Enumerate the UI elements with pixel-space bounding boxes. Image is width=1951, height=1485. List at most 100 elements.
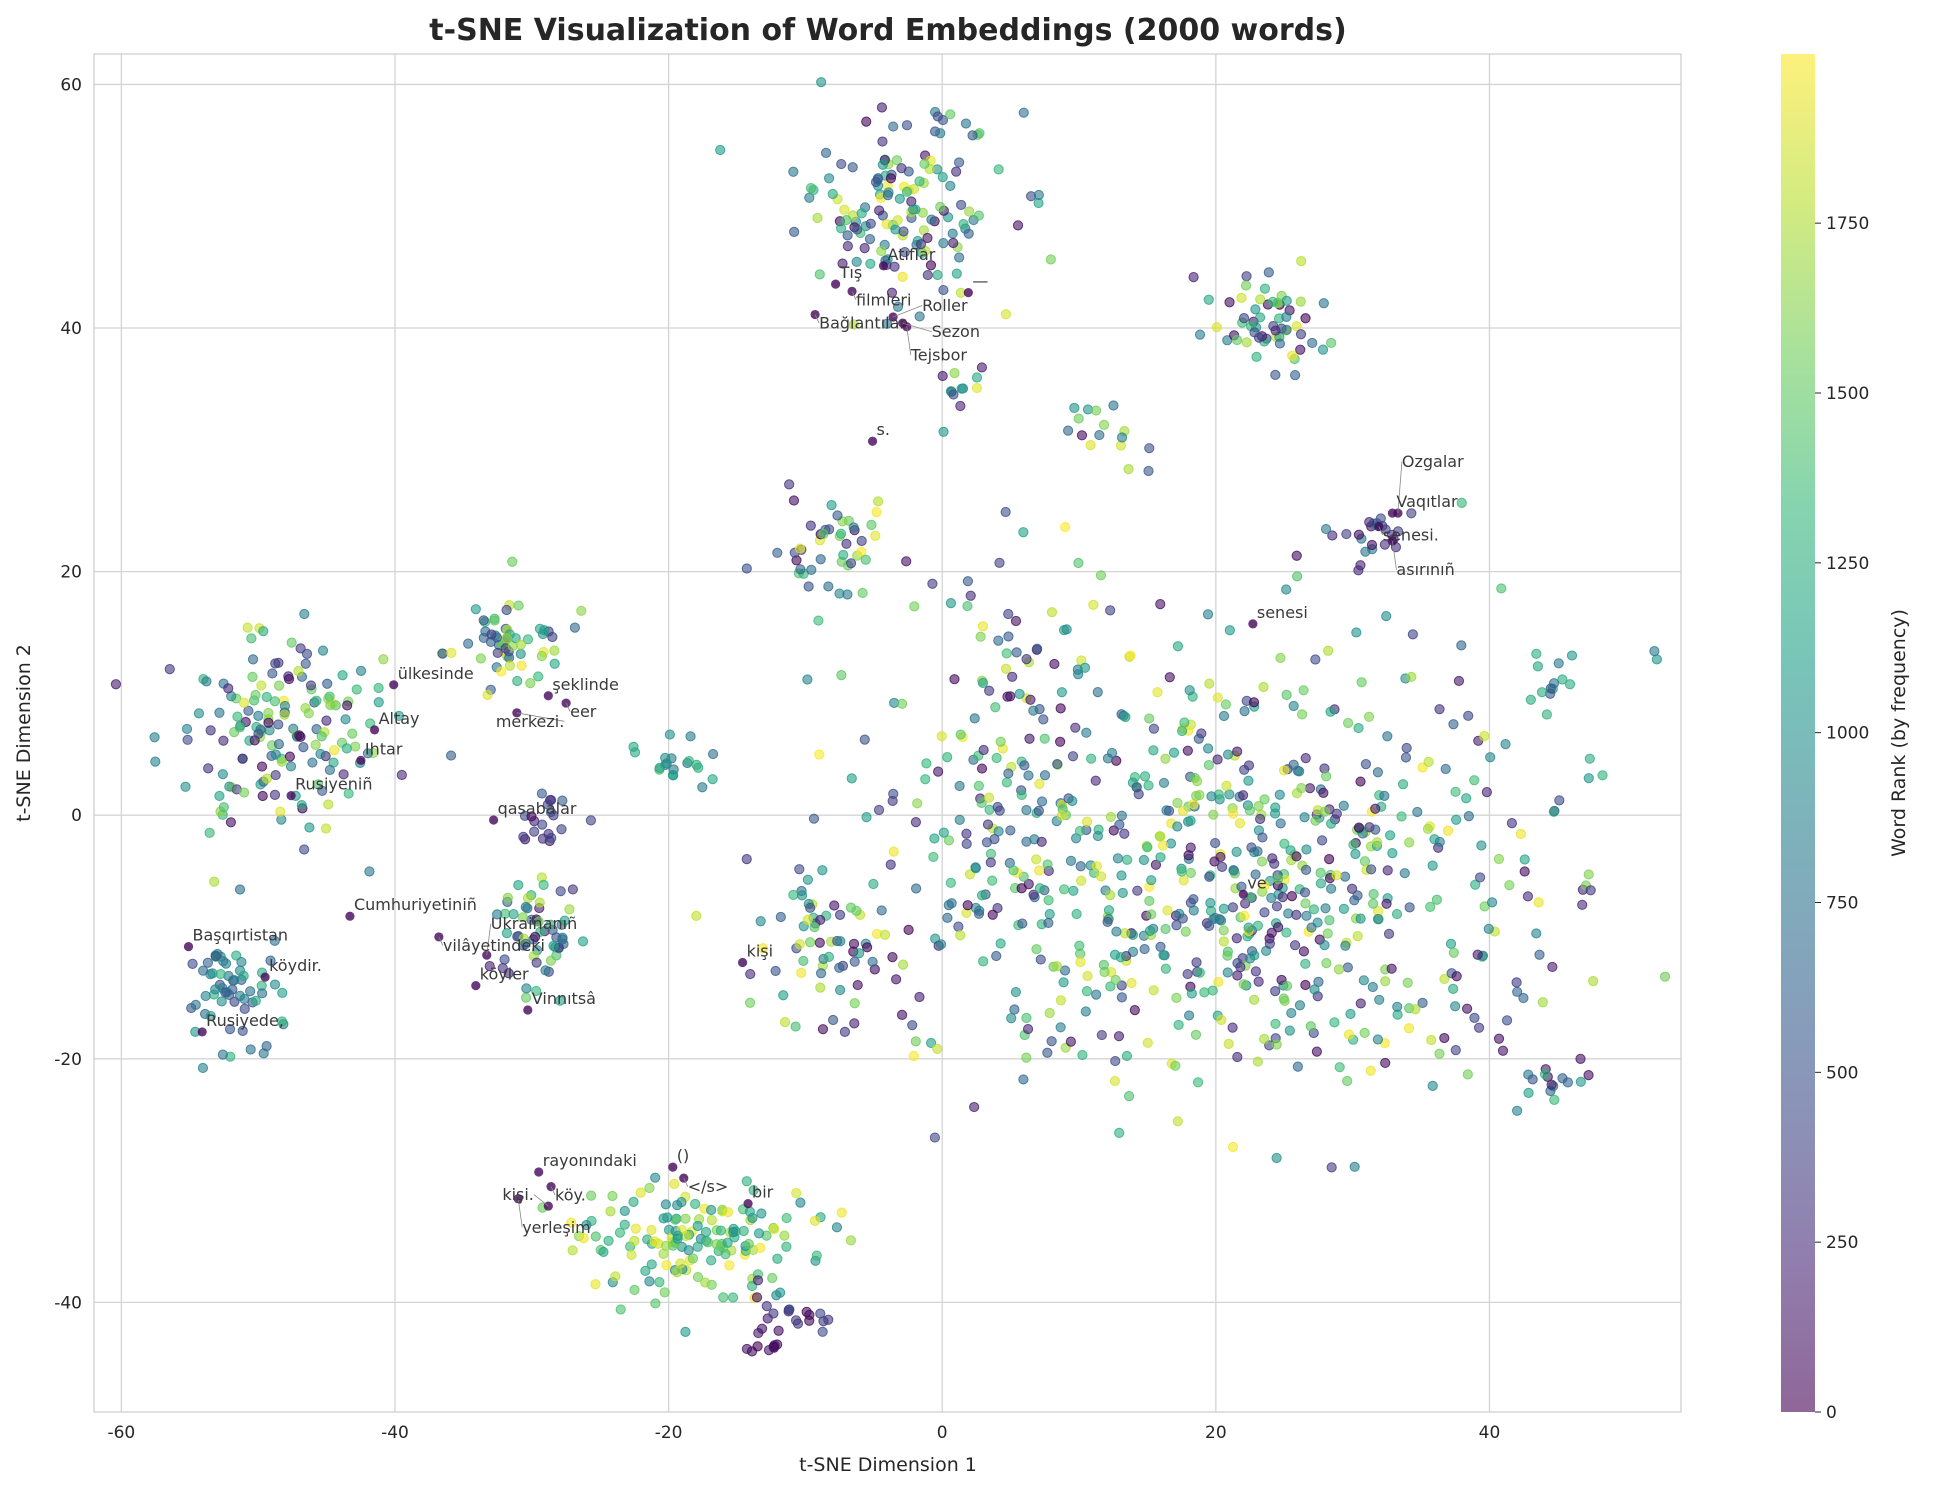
word-annotation: Ozgalar (1402, 452, 1464, 471)
annotation-leader-line (517, 1198, 523, 1228)
word-point (1448, 947, 1459, 958)
word-point (295, 643, 306, 654)
word-point (962, 900, 973, 911)
grid (94, 54, 1681, 1412)
word-point (1301, 910, 1312, 921)
word-point (1316, 835, 1328, 846)
word-point (1448, 719, 1459, 730)
word-point (1119, 928, 1130, 939)
word-point (802, 914, 813, 925)
word-point (1239, 764, 1250, 775)
word-point (1469, 1012, 1480, 1023)
word-point (896, 163, 907, 174)
word-point (265, 955, 276, 966)
word-point (276, 1016, 288, 1027)
annotation-leader-line (1378, 526, 1384, 536)
word-point (722, 1237, 733, 1248)
word-point (1410, 1004, 1421, 1015)
word-point (1232, 1051, 1243, 1063)
word-point (300, 658, 311, 669)
word-point (1353, 529, 1365, 540)
word-point (311, 695, 322, 706)
word-point (1270, 1018, 1281, 1029)
word-point (1583, 869, 1594, 880)
word-point (526, 811, 537, 822)
word-point (263, 717, 274, 728)
word-point (307, 757, 318, 768)
word-point (1067, 795, 1078, 807)
word-point (576, 605, 587, 616)
word-point (296, 799, 307, 811)
word-point (1035, 954, 1046, 965)
x-tick-label: 0 (937, 1423, 948, 1443)
word-point (1549, 1094, 1560, 1105)
word-point (715, 144, 726, 156)
word-point (922, 269, 933, 281)
word-point (866, 519, 877, 530)
word-point (1557, 1073, 1568, 1084)
word-point (247, 671, 258, 682)
word-point (1291, 851, 1302, 862)
annotations: Atıflar Tış filmleri Bağlantılar Roller Sezon… (193, 245, 1465, 1237)
word-point (1300, 958, 1311, 969)
annotated-word-point (260, 972, 270, 982)
word-point (1056, 687, 1068, 698)
word-point (835, 528, 847, 539)
word-annotation: ülkesinde (398, 664, 474, 683)
word-point (1073, 413, 1084, 424)
word-point (293, 666, 304, 677)
word-point (1425, 901, 1436, 912)
word-point (1299, 812, 1310, 823)
word-point (954, 780, 965, 792)
word-point (1155, 599, 1166, 610)
word-point (1511, 977, 1522, 988)
word-point (1182, 968, 1193, 980)
word-point (836, 1207, 847, 1218)
word-point (842, 589, 853, 600)
word-point (1116, 432, 1128, 443)
word-point (1208, 809, 1219, 820)
word-point (899, 247, 910, 258)
word-point (1519, 854, 1530, 865)
word-point (1318, 787, 1329, 798)
word-point (1139, 771, 1151, 782)
word-point (1451, 971, 1462, 982)
word-point (470, 604, 481, 615)
word-point (566, 1217, 577, 1228)
word-point (1243, 922, 1254, 933)
word-point (1199, 987, 1210, 998)
word-point (938, 426, 949, 437)
word-point (1372, 767, 1384, 778)
word-point (827, 188, 838, 200)
word-point (1575, 1076, 1586, 1087)
word-point (680, 1326, 691, 1338)
word-point (743, 1238, 754, 1250)
annotation-leader-lines (438, 291, 1403, 1228)
word-point (935, 939, 947, 950)
word-point (827, 1014, 839, 1026)
word-point (299, 844, 310, 855)
word-point (953, 921, 964, 932)
word-point (775, 911, 786, 923)
word-point (517, 912, 528, 923)
word-point (1326, 1162, 1337, 1173)
word-point (834, 962, 845, 973)
word-point (945, 180, 956, 191)
word-point (1052, 758, 1063, 770)
word-point (1193, 733, 1204, 744)
word-annotation: Başqırtistan (193, 926, 289, 945)
word-point (1042, 1047, 1053, 1058)
annotation-leader-line (516, 712, 565, 722)
word-point (773, 1325, 784, 1336)
word-point (1275, 652, 1286, 664)
word-point (225, 817, 237, 828)
word-point (796, 967, 807, 978)
word-point (1273, 922, 1284, 933)
word-point (1317, 344, 1329, 355)
word-point (1370, 803, 1381, 814)
word-point (976, 890, 988, 901)
word-point (437, 648, 448, 659)
word-point (778, 990, 789, 1001)
word-point (983, 792, 995, 803)
word-point (338, 769, 349, 780)
